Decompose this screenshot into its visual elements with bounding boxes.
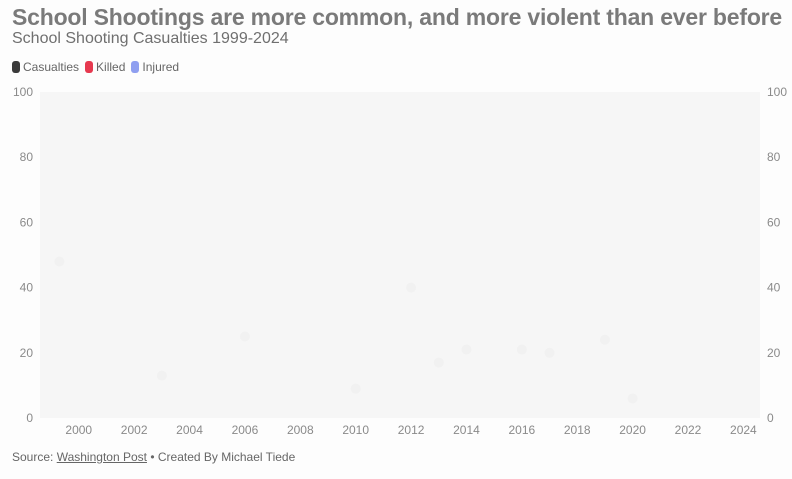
- data-point: [599, 334, 610, 345]
- y-tick-right: 0: [767, 411, 774, 425]
- legend-swatch-casualties: [12, 61, 20, 73]
- data-point: [156, 370, 167, 381]
- y-tick-right: 40: [767, 281, 781, 295]
- x-tick: 2020: [619, 423, 646, 437]
- data-point: [350, 383, 361, 394]
- x-tick: 2016: [508, 423, 535, 437]
- x-tick: 2006: [232, 423, 259, 437]
- footer-credit: • Created By Michael Tiede: [146, 450, 296, 464]
- data-point: [516, 344, 527, 355]
- data-point: [54, 256, 65, 267]
- x-tick: 2002: [121, 423, 148, 437]
- x-tick: 2024: [730, 423, 757, 437]
- y-tick-left: 20: [20, 346, 34, 360]
- plot-background: [40, 92, 760, 418]
- x-tick: 2000: [65, 423, 92, 437]
- legend-item-casualties[interactable]: Casualties: [12, 60, 79, 74]
- data-point: [461, 344, 472, 355]
- legend-swatch-injured: [131, 61, 140, 73]
- y-tick-left: 100: [13, 85, 33, 99]
- chart-subtitle: School Shooting Casualties 1999-2024: [12, 30, 289, 47]
- footer: Source: Washington Post • Created By Mic…: [12, 450, 295, 464]
- x-tick: 2018: [564, 423, 591, 437]
- y-tick-right: 20: [767, 346, 781, 360]
- data-point: [433, 357, 444, 368]
- source-link[interactable]: Washington Post: [56, 450, 147, 464]
- y-tick-right: 80: [767, 150, 781, 164]
- legend-item-injured[interactable]: Injured: [131, 60, 179, 74]
- legend: Casualties Killed Injured: [12, 60, 179, 74]
- x-tick: 2012: [398, 423, 425, 437]
- legend-swatch-killed: [85, 61, 94, 73]
- x-tick: 2014: [453, 423, 480, 437]
- footer-prefix: Source:: [12, 450, 57, 464]
- y-tick-right: 60: [767, 215, 781, 229]
- x-tick: 2010: [342, 423, 369, 437]
- data-point: [239, 331, 250, 342]
- legend-item-killed[interactable]: Killed: [85, 60, 125, 74]
- x-tick: 2004: [176, 423, 203, 437]
- legend-label-injured: Injured: [142, 60, 180, 74]
- y-tick-left: 40: [20, 281, 34, 295]
- y-tick-left: 0: [26, 411, 33, 425]
- x-tick: 2008: [287, 423, 314, 437]
- legend-label-killed: Killed: [96, 60, 126, 74]
- x-tick: 2022: [675, 423, 702, 437]
- data-point: [544, 347, 555, 358]
- y-tick-right: 100: [767, 85, 787, 99]
- y-tick-left: 60: [20, 215, 34, 229]
- data-point: [627, 393, 638, 404]
- y-tick-left: 80: [20, 150, 34, 164]
- legend-label-casualties: Casualties: [23, 60, 80, 74]
- data-point: [406, 282, 417, 293]
- chart-title: School Shootings are more common, and mo…: [12, 4, 783, 30]
